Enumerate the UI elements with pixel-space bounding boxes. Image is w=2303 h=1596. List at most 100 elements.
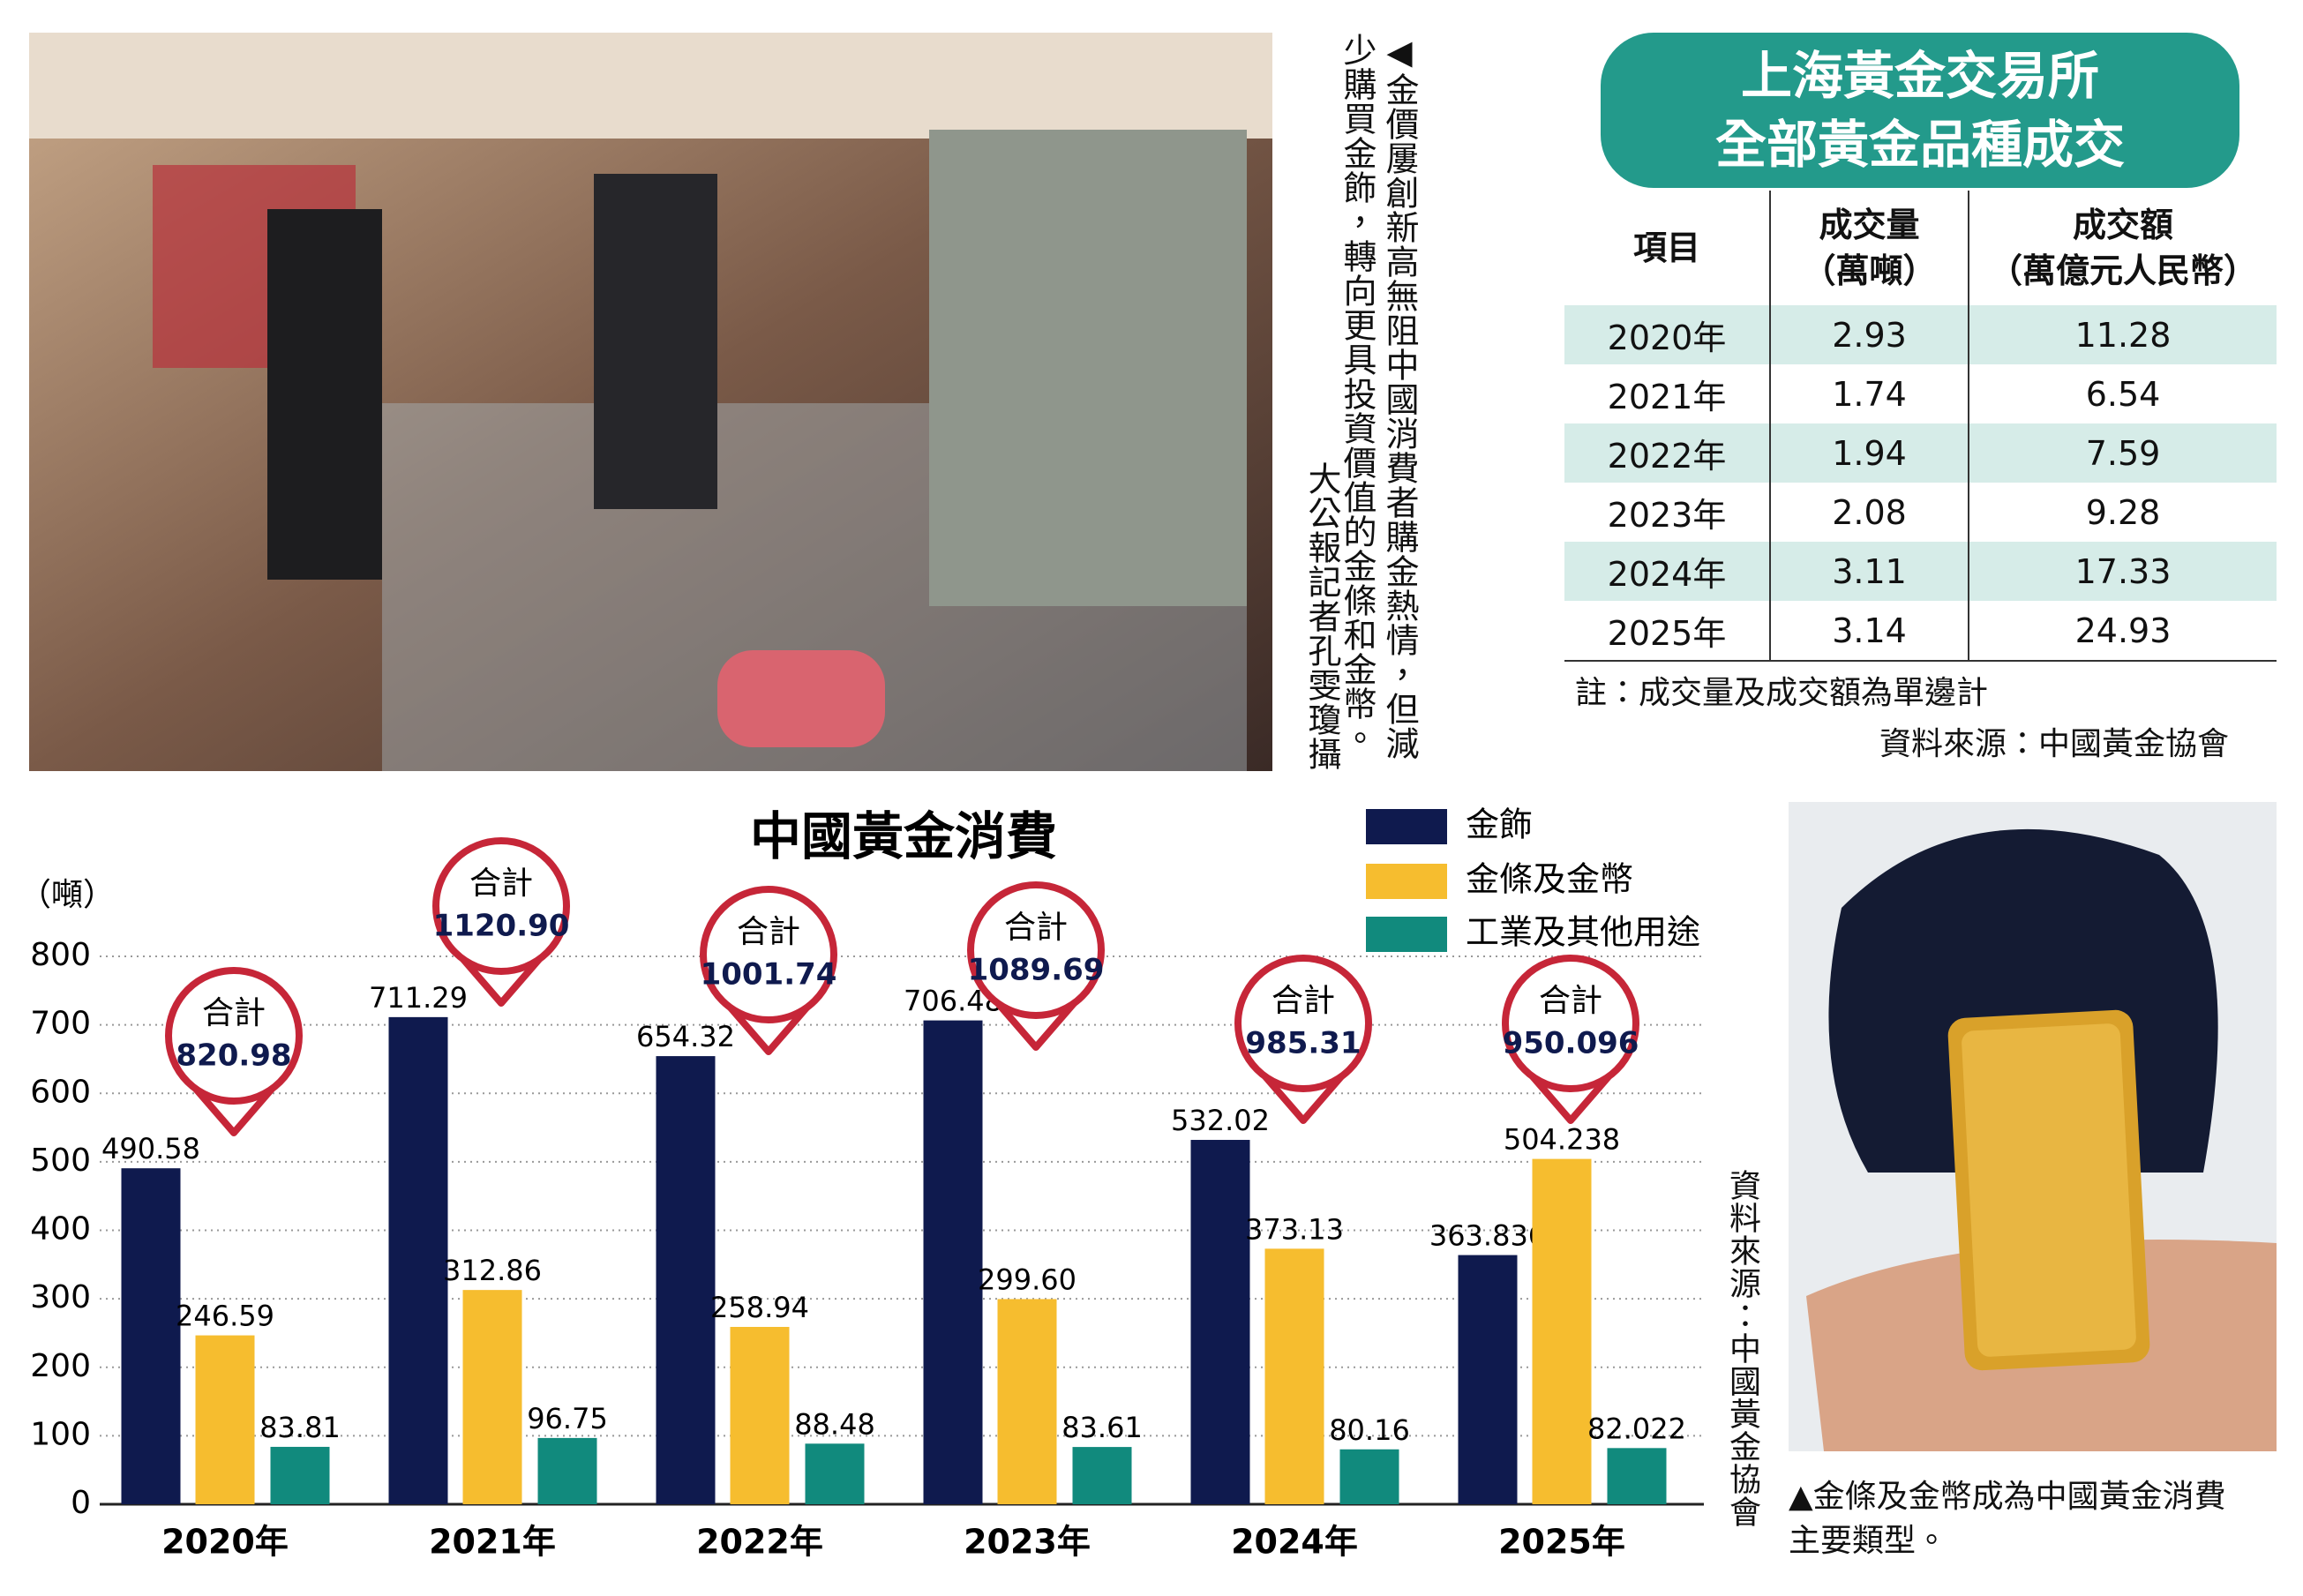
total-value: 820.98 — [176, 1038, 291, 1074]
bar — [923, 1020, 983, 1504]
bar — [270, 1446, 330, 1504]
total-bubble — [432, 837, 570, 975]
table-cell: 7.59 — [1968, 423, 2277, 483]
total-value: 1089.69 — [968, 953, 1105, 988]
table-cell: 2025年 — [1564, 601, 1770, 662]
bar — [121, 1168, 181, 1504]
value-label: 246.59 — [176, 1300, 274, 1333]
bar — [537, 1437, 597, 1504]
chart: 中國黃金消費 （噸） 0 100 200 300 400 500 600 700 800 金飾金條及金… — [19, 805, 1704, 1562]
table-cell: 1.94 — [1769, 423, 1969, 483]
table-row: 2021年 1.74 6.54 — [1564, 364, 2277, 423]
header-cell: 成交量 （萬噸） — [1769, 191, 1969, 305]
value-label: 490.58 — [101, 1132, 200, 1165]
table-cell: 11.28 — [1968, 305, 2277, 364]
total-value: 950.096 — [1503, 1026, 1639, 1061]
legend-swatch — [1366, 864, 1447, 899]
table-row: 2020年 2.93 11.28 — [1564, 305, 2277, 364]
value-label: 299.60 — [978, 1263, 1076, 1296]
total-value: 985.31 — [1245, 1026, 1361, 1061]
bar — [730, 1326, 790, 1504]
value-label: 711.29 — [369, 981, 468, 1015]
table-source: 資料來源：中國黃金協會 — [1879, 726, 2230, 762]
table-cell: 9.28 — [1968, 483, 2277, 542]
total-label: 合計 — [1539, 983, 1602, 1019]
bar — [1607, 1448, 1667, 1504]
bar — [388, 1016, 448, 1504]
table-cell: 2024年 — [1564, 542, 1770, 601]
header-unit: （萬噸） — [1802, 251, 1937, 290]
caption-line: ▲金條及金幣成為中國黃金消費 — [1789, 1479, 2226, 1515]
legend-label: 工業及其他用途 — [1466, 913, 1700, 952]
y-tick-label: 0 — [71, 1485, 91, 1521]
header-text: 項目 — [1632, 229, 1700, 267]
photo-credit: 大公報記者孔雯瓊攝 — [1302, 461, 1341, 771]
table-cell: 2.08 — [1769, 483, 1969, 542]
x-tick-label: 2024年 — [1231, 1523, 1358, 1562]
y-tick-label: 700 — [30, 1006, 91, 1042]
table-row: 2024年 3.11 17.33 — [1564, 542, 2277, 601]
table-cell: 17.33 — [1968, 542, 2277, 601]
value-label: 83.61 — [1061, 1411, 1143, 1444]
caption-line: 主要類型。 — [1789, 1523, 1948, 1559]
header-text: 成交額 — [2072, 206, 2173, 244]
y-tick-label: 500 — [30, 1143, 91, 1179]
header-text: 成交量 — [1819, 206, 1920, 244]
chart-title: 中國黃金消費 — [750, 806, 1057, 866]
table-title-line: 上海黃金交易所 — [1740, 46, 2099, 106]
value-label: 532.02 — [1171, 1104, 1270, 1137]
value-label: 96.75 — [527, 1402, 608, 1435]
table-row: 2023年 2.08 9.28 — [1564, 483, 2277, 542]
table-cell: 2021年 — [1607, 378, 1727, 416]
bar — [1190, 1140, 1250, 1504]
table-cell: 3.11 — [1769, 542, 1969, 601]
value-label: 373.13 — [1245, 1212, 1344, 1246]
value-label: 258.94 — [710, 1291, 809, 1324]
total-bubble — [165, 967, 303, 1105]
x-tick-label: 2025年 — [1498, 1523, 1625, 1562]
header-unit: （萬億元人民幣） — [1988, 251, 2257, 290]
header-cell: 項目 — [1564, 191, 1770, 305]
total-label: 合計 — [737, 914, 800, 950]
bar — [997, 1299, 1057, 1504]
x-tick-label: 2023年 — [964, 1523, 1091, 1562]
total-label: 合計 — [1004, 910, 1068, 946]
total-bubble — [1502, 955, 1639, 1092]
table-body: 2020年 2.93 11.28 2021年 1.74 6.54 2022年 1.94 7.59… — [1564, 305, 2277, 662]
legend-label: 金飾 — [1466, 805, 1533, 844]
value-label: 82.022 — [1587, 1412, 1686, 1445]
table-cell: 2020年 — [1564, 305, 1770, 364]
bar — [1339, 1449, 1399, 1504]
jewelry-store-photo — [29, 33, 1272, 771]
table-header: 項目 成交量 （萬噸） 成交額 （萬億元人民幣） — [1564, 191, 2277, 305]
legend-label: 金條及金幣 — [1466, 860, 1633, 899]
photo-caption: ◀金價屢創新高無阻中國消費者購金熱情，但減少購買金飾，轉向更具投資價值的金條和金… — [1338, 33, 1419, 761]
chart-source: 資料來源：中國黃金協會 — [1724, 1169, 1760, 1528]
total-label: 合計 — [202, 995, 266, 1031]
legend-swatch — [1366, 809, 1447, 844]
legend-swatch — [1366, 917, 1447, 952]
gold-bar-photo — [1789, 802, 2277, 1451]
x-tick-label: 2020年 — [161, 1523, 289, 1562]
bar — [805, 1443, 865, 1504]
value-label: 80.16 — [1329, 1413, 1410, 1447]
trade-table: 項目 成交量 （萬噸） 成交額 （萬億元人民幣） 2020年 2.93 11.28 202… — [1564, 191, 2277, 662]
bar — [656, 1056, 716, 1504]
x-tick-label: 2021年 — [429, 1523, 556, 1562]
y-tick-label: 600 — [30, 1074, 91, 1110]
table-cell: 2023年 — [1607, 496, 1727, 535]
total-label: 合計 — [469, 865, 533, 902]
value-label: 504.238 — [1504, 1123, 1620, 1157]
table-row: 2025年 3.14 24.93 — [1564, 601, 2277, 662]
table-cell: 1.74 — [1769, 364, 1969, 423]
table-title: 上海黃金交易所 全部黃金品種成交 — [1601, 33, 2239, 188]
y-tick-label: 300 — [30, 1279, 91, 1315]
value-label: 312.86 — [443, 1254, 542, 1287]
total-bubble — [967, 881, 1105, 1019]
total-bubble — [700, 886, 837, 1023]
table-row: 2022年 1.94 7.59 — [1564, 423, 2277, 483]
y-tick-label: 400 — [30, 1211, 91, 1248]
value-label: 83.81 — [259, 1411, 341, 1444]
table-title-line: 全部黃金品種成交 — [1714, 115, 2125, 175]
